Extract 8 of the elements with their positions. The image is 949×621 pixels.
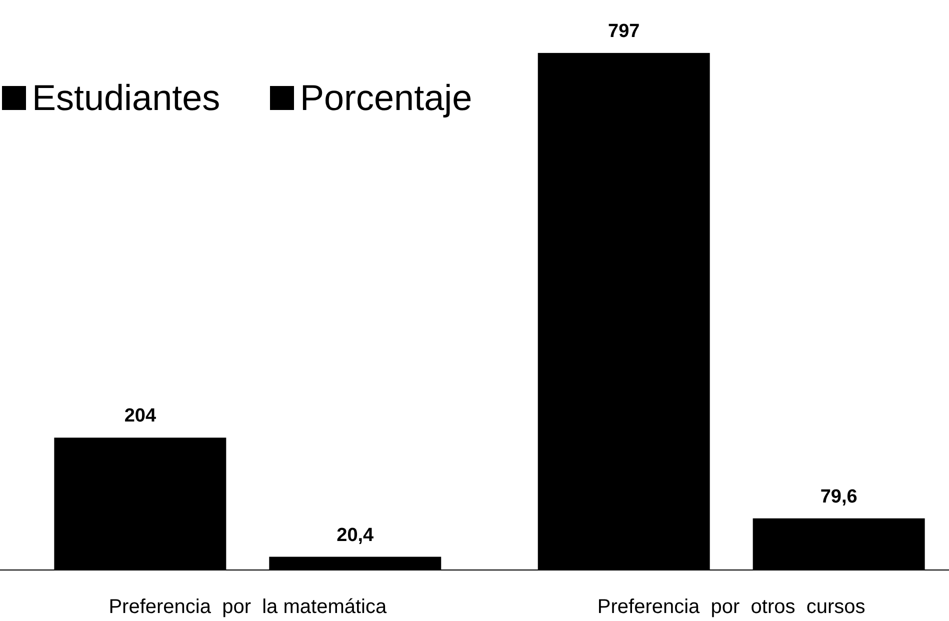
data-label: 204: [124, 406, 156, 427]
data-label: 20,4: [336, 524, 374, 546]
x-tick-label: Preferencia por la matemática: [108, 596, 388, 618]
data-label: 79,6: [820, 486, 858, 508]
data-label: 797: [608, 20, 640, 42]
legend-label: Estudiantes: [32, 77, 220, 118]
legend-label: Porcentaje: [300, 77, 472, 118]
x-tick-label: Preferencia por otros cursos: [597, 596, 866, 618]
